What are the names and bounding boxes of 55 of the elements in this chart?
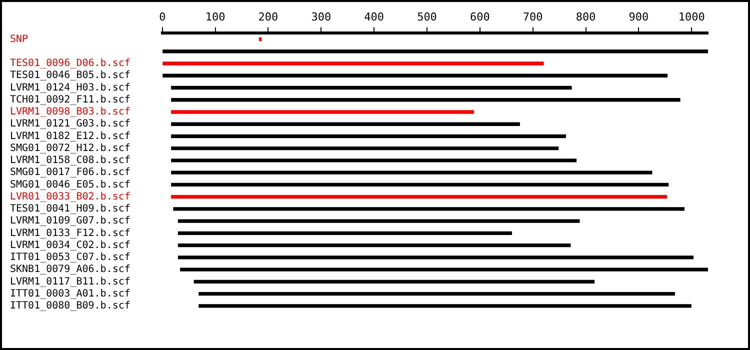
y-tick-label: LVRM1_0109_G07.b.scf	[10, 216, 130, 227]
bar	[162, 50, 708, 54]
bar	[171, 182, 669, 187]
bar	[171, 170, 652, 174]
bar	[162, 62, 544, 66]
y-tick-label: SNP	[10, 34, 28, 45]
y-tick-label: LVRM1_0117_B11.b.scf	[10, 276, 130, 288]
x-tick-label: 0	[159, 10, 166, 24]
y-tick-label: TES01_0096_D06.b.scf	[10, 58, 130, 70]
y-tick-label: SMG01_0017_F06.b.scf	[10, 167, 130, 178]
bar	[171, 134, 566, 138]
bar	[171, 86, 572, 90]
bar	[198, 304, 692, 308]
x-tick-label: 100	[205, 10, 226, 24]
bar	[178, 244, 571, 248]
bar	[178, 219, 580, 223]
y-tick-label: TES01_0041_H09.b.scf	[10, 204, 130, 215]
bar	[178, 231, 512, 236]
bar	[173, 207, 685, 211]
x-tick-label: 400	[364, 10, 384, 24]
bar	[171, 122, 520, 126]
y-tick-label: ITT01_0080_B09.b.scf	[10, 300, 130, 312]
bar	[162, 74, 668, 78]
y-tick-label: ITT01_0053_C07.b.scf	[10, 252, 130, 264]
y-tick-label: LVRM1_0121_G03.b.scf	[10, 118, 130, 130]
y-tick-label: SMG01_0072_H12.b.scf	[10, 142, 130, 154]
bar	[171, 110, 474, 114]
y-tick-label: LVRM1_0182_E12.b.scf	[10, 130, 130, 142]
y-tick-label: SMG01_0046_E05.b.scf	[10, 179, 130, 190]
bar	[198, 292, 675, 296]
bar	[178, 256, 694, 260]
bar	[171, 195, 668, 199]
y-tick-label: ITT01_0003_A01.b.scf	[10, 288, 130, 300]
x-tick-label: 200	[258, 10, 278, 24]
y-tick-label: LVRM1_0133_F12.b.scf	[10, 228, 130, 239]
y-tick-label: LVRM1_0034_C02.b.scf	[10, 240, 130, 251]
y-tick-label: LVRM1_0098_B03.b.scf	[10, 106, 130, 118]
x-tick-label: 900	[628, 10, 649, 24]
y-tick-label: TCH01_0092_F11.b.scf	[10, 94, 130, 106]
bar	[180, 268, 708, 272]
y-tick-label: SKNB1_0079_A06.b.scf	[10, 264, 130, 276]
x-tick-label: 300	[311, 10, 332, 24]
x-tick-label: 700	[522, 10, 543, 24]
y-tick-label: LVRM1_0158_C08.b.scf	[10, 155, 130, 166]
y-tick-label: LVRM1_0124_H03.b.scf	[10, 82, 130, 94]
x-tick-label: 600	[470, 10, 490, 24]
y-tick-label: TES01_0046_B05.b.scf	[10, 70, 130, 82]
bar	[171, 98, 680, 102]
x-tick-label: 500	[417, 10, 437, 24]
y-tick-label: LVR01_0033_B02.b.scf	[10, 191, 130, 202]
bar	[171, 146, 559, 150]
x-tick-label: 1000	[678, 10, 705, 24]
bar	[171, 158, 577, 162]
x-tick-label: 800	[576, 10, 596, 24]
bar	[194, 280, 595, 284]
